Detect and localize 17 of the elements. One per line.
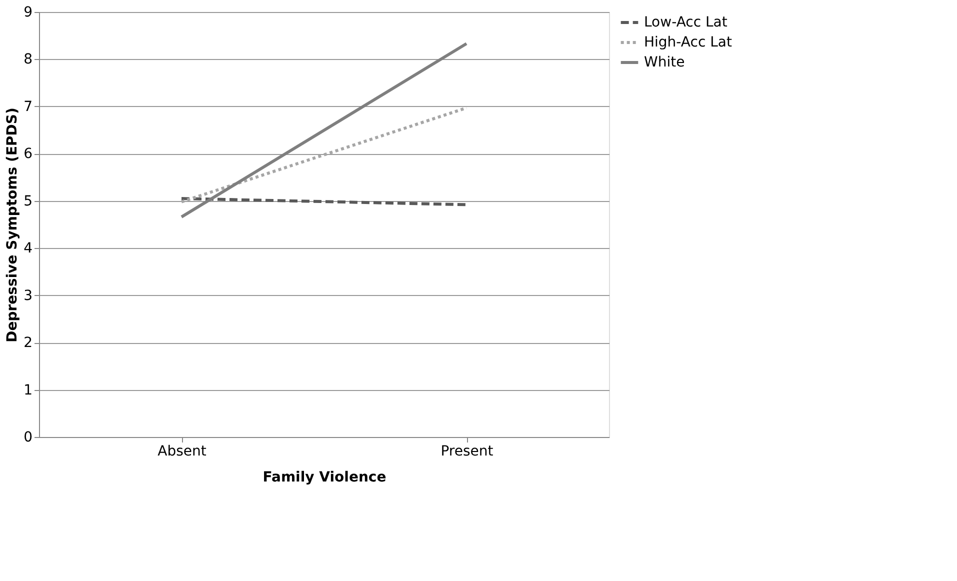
y-axis-title: Depressive Symptoms (EPDS) bbox=[4, 108, 21, 342]
y-tick-label: 6 bbox=[24, 146, 33, 162]
x-tick-label: Present bbox=[440, 444, 494, 460]
y-tick-label: 8 bbox=[24, 52, 32, 68]
y-tick-label: 0 bbox=[24, 430, 32, 446]
y-tick-label: 4 bbox=[24, 240, 33, 257]
y-tick-label: 2 bbox=[24, 335, 32, 352]
x-axis-title: Family Violence bbox=[262, 470, 386, 486]
y-tick-label: 7 bbox=[24, 98, 32, 115]
x-tick-label: Absent bbox=[158, 444, 207, 460]
y-tick-label: 1 bbox=[24, 382, 32, 398]
legend-label: White bbox=[644, 54, 685, 70]
legend-label: Low-Acc Lat bbox=[644, 14, 728, 30]
legend-label: High-Acc Lat bbox=[644, 34, 732, 50]
y-tick-label: 5 bbox=[24, 193, 32, 210]
y-tick-label: 9 bbox=[24, 4, 32, 20]
y-tick-label: 3 bbox=[24, 288, 32, 304]
